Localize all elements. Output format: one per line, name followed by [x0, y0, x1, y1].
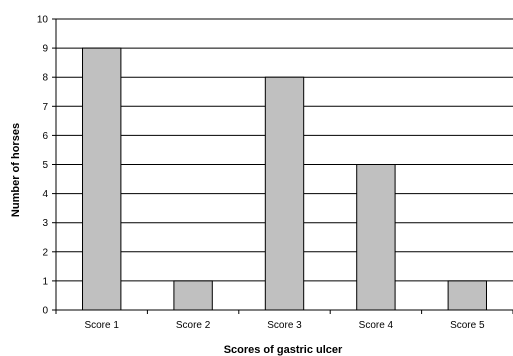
y-tick-label: 4 — [42, 189, 48, 200]
y-tick-label: 3 — [42, 218, 48, 229]
y-ticks: 0 1 2 3 4 5 6 7 8 9 10 — [37, 15, 56, 317]
bar-score-1 — [82, 47, 122, 311]
bars — [82, 47, 487, 311]
y-tick-label: 10 — [37, 15, 49, 26]
y-axis-title: Number of horses — [10, 123, 22, 217]
bar-score-4 — [356, 164, 396, 311]
y-tick-label: 6 — [42, 131, 48, 142]
x-tick-label: Score 5 — [450, 320, 485, 331]
bar-score-5 — [447, 280, 487, 311]
x-tick-label: Score 3 — [267, 320, 302, 331]
y-tick-label: 9 — [42, 44, 48, 55]
x-tick-label: Score 4 — [359, 320, 394, 331]
y-tick-label: 7 — [42, 102, 48, 113]
y-tick-label: 0 — [42, 306, 48, 317]
y-tick-label: 1 — [42, 276, 48, 287]
x-ticks: Score 1 Score 2 Score 3 Score 4 Score 5 — [55, 310, 513, 331]
y-tick-label: 8 — [42, 73, 48, 84]
bar-score-3 — [264, 76, 305, 311]
x-tick-label: Score 1 — [84, 320, 119, 331]
x-tick-label: Score 2 — [176, 320, 211, 331]
y-tick-label: 2 — [42, 247, 48, 258]
x-axis-title: Scores of gastric ulcer — [224, 344, 343, 356]
bar-score-2 — [173, 280, 213, 311]
y-tick-label: 5 — [42, 160, 48, 171]
